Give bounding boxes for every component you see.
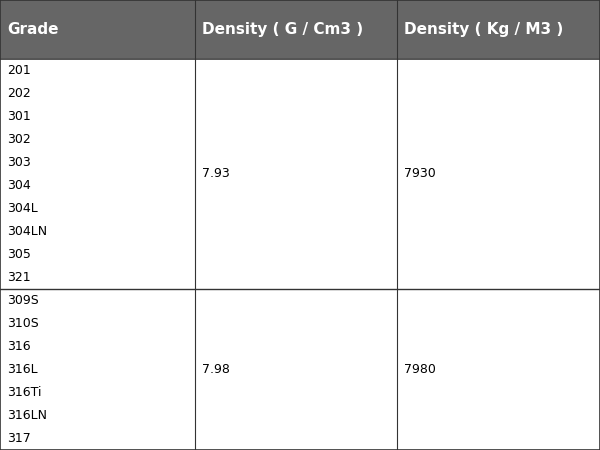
Text: 303: 303 xyxy=(7,156,31,169)
Text: 316L: 316L xyxy=(7,363,38,376)
Text: Density ( G / Cm3 ): Density ( G / Cm3 ) xyxy=(202,22,364,37)
Text: 7930: 7930 xyxy=(404,167,436,180)
Text: 7980: 7980 xyxy=(404,363,436,376)
Text: Density ( Kg / M3 ): Density ( Kg / M3 ) xyxy=(404,22,563,37)
Text: 316: 316 xyxy=(7,340,31,353)
Text: 7.93: 7.93 xyxy=(202,167,230,180)
Text: 317: 317 xyxy=(7,432,31,445)
Text: 321: 321 xyxy=(7,271,31,284)
Text: 305: 305 xyxy=(7,248,31,261)
Text: 301: 301 xyxy=(7,109,31,122)
Text: Grade: Grade xyxy=(7,22,59,37)
Text: 304L: 304L xyxy=(7,202,38,215)
Text: 310S: 310S xyxy=(7,317,39,330)
Text: 316LN: 316LN xyxy=(7,409,47,422)
Text: 302: 302 xyxy=(7,133,31,146)
Text: 304: 304 xyxy=(7,179,31,192)
Text: 304LN: 304LN xyxy=(7,225,47,238)
Bar xyxy=(0,0,600,58)
Text: 202: 202 xyxy=(7,86,31,99)
Bar xyxy=(0,58,600,289)
Text: 316Ti: 316Ti xyxy=(7,386,42,399)
Text: 309S: 309S xyxy=(7,294,39,307)
Text: 201: 201 xyxy=(7,63,31,76)
Text: 7.98: 7.98 xyxy=(202,363,230,376)
Bar xyxy=(0,289,600,450)
